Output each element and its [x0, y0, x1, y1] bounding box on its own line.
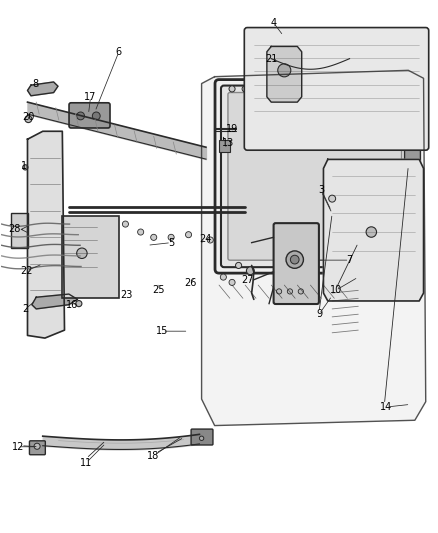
Circle shape — [247, 267, 254, 274]
Circle shape — [381, 86, 388, 92]
Text: 10: 10 — [329, 285, 342, 295]
Circle shape — [287, 289, 293, 294]
Circle shape — [286, 251, 304, 268]
Text: 20: 20 — [22, 112, 35, 122]
Text: 28: 28 — [8, 224, 21, 235]
Circle shape — [207, 237, 213, 243]
Text: 5: 5 — [168, 238, 174, 248]
Text: 17: 17 — [85, 92, 97, 102]
Text: 9: 9 — [316, 309, 322, 319]
Text: 2: 2 — [22, 304, 28, 314]
Circle shape — [276, 289, 282, 294]
Circle shape — [185, 232, 191, 238]
Text: 19: 19 — [226, 124, 238, 134]
Circle shape — [168, 235, 174, 240]
FancyBboxPatch shape — [228, 93, 402, 260]
Text: 6: 6 — [116, 47, 122, 56]
Text: 11: 11 — [80, 458, 92, 467]
Text: 21: 21 — [265, 54, 277, 63]
Bar — [11, 214, 28, 248]
Circle shape — [23, 165, 28, 170]
FancyBboxPatch shape — [244, 28, 429, 150]
FancyBboxPatch shape — [29, 441, 46, 455]
FancyBboxPatch shape — [191, 429, 213, 445]
Circle shape — [122, 221, 128, 227]
Circle shape — [77, 248, 87, 259]
Text: 1: 1 — [21, 161, 27, 171]
Circle shape — [76, 301, 82, 306]
Polygon shape — [323, 159, 424, 301]
FancyBboxPatch shape — [405, 146, 420, 185]
Text: 3: 3 — [318, 184, 325, 195]
Text: 15: 15 — [156, 326, 169, 336]
Circle shape — [242, 86, 248, 92]
Text: 27: 27 — [241, 274, 254, 285]
Circle shape — [290, 255, 299, 264]
Circle shape — [298, 289, 304, 294]
FancyBboxPatch shape — [215, 79, 414, 273]
Circle shape — [199, 436, 204, 440]
FancyBboxPatch shape — [274, 223, 319, 304]
Circle shape — [229, 279, 235, 286]
Circle shape — [229, 86, 235, 92]
Circle shape — [151, 235, 157, 240]
Circle shape — [278, 64, 291, 77]
Circle shape — [328, 195, 336, 202]
Circle shape — [25, 116, 32, 123]
Text: 23: 23 — [120, 289, 133, 300]
Polygon shape — [201, 70, 426, 425]
Text: 14: 14 — [381, 402, 393, 412]
Text: 13: 13 — [222, 139, 234, 149]
FancyBboxPatch shape — [69, 103, 110, 128]
Polygon shape — [267, 46, 302, 102]
Circle shape — [92, 112, 100, 120]
Circle shape — [220, 274, 226, 280]
Text: 16: 16 — [66, 300, 78, 310]
Text: 26: 26 — [184, 278, 197, 288]
Circle shape — [77, 112, 85, 120]
Text: 24: 24 — [199, 234, 211, 244]
Text: 12: 12 — [12, 442, 24, 452]
Bar — [62, 216, 119, 298]
Circle shape — [330, 237, 336, 243]
Circle shape — [236, 262, 242, 269]
Polygon shape — [28, 131, 64, 338]
Bar — [219, 140, 230, 152]
Circle shape — [34, 443, 40, 449]
Polygon shape — [32, 294, 78, 309]
Text: 18: 18 — [147, 451, 159, 462]
Text: 7: 7 — [346, 255, 353, 265]
Text: 22: 22 — [21, 266, 33, 276]
Polygon shape — [28, 82, 58, 96]
Circle shape — [366, 227, 377, 237]
FancyBboxPatch shape — [221, 86, 409, 267]
Text: 25: 25 — [152, 285, 164, 295]
Circle shape — [138, 229, 144, 235]
Text: 4: 4 — [270, 18, 276, 28]
Text: 8: 8 — [32, 78, 39, 88]
